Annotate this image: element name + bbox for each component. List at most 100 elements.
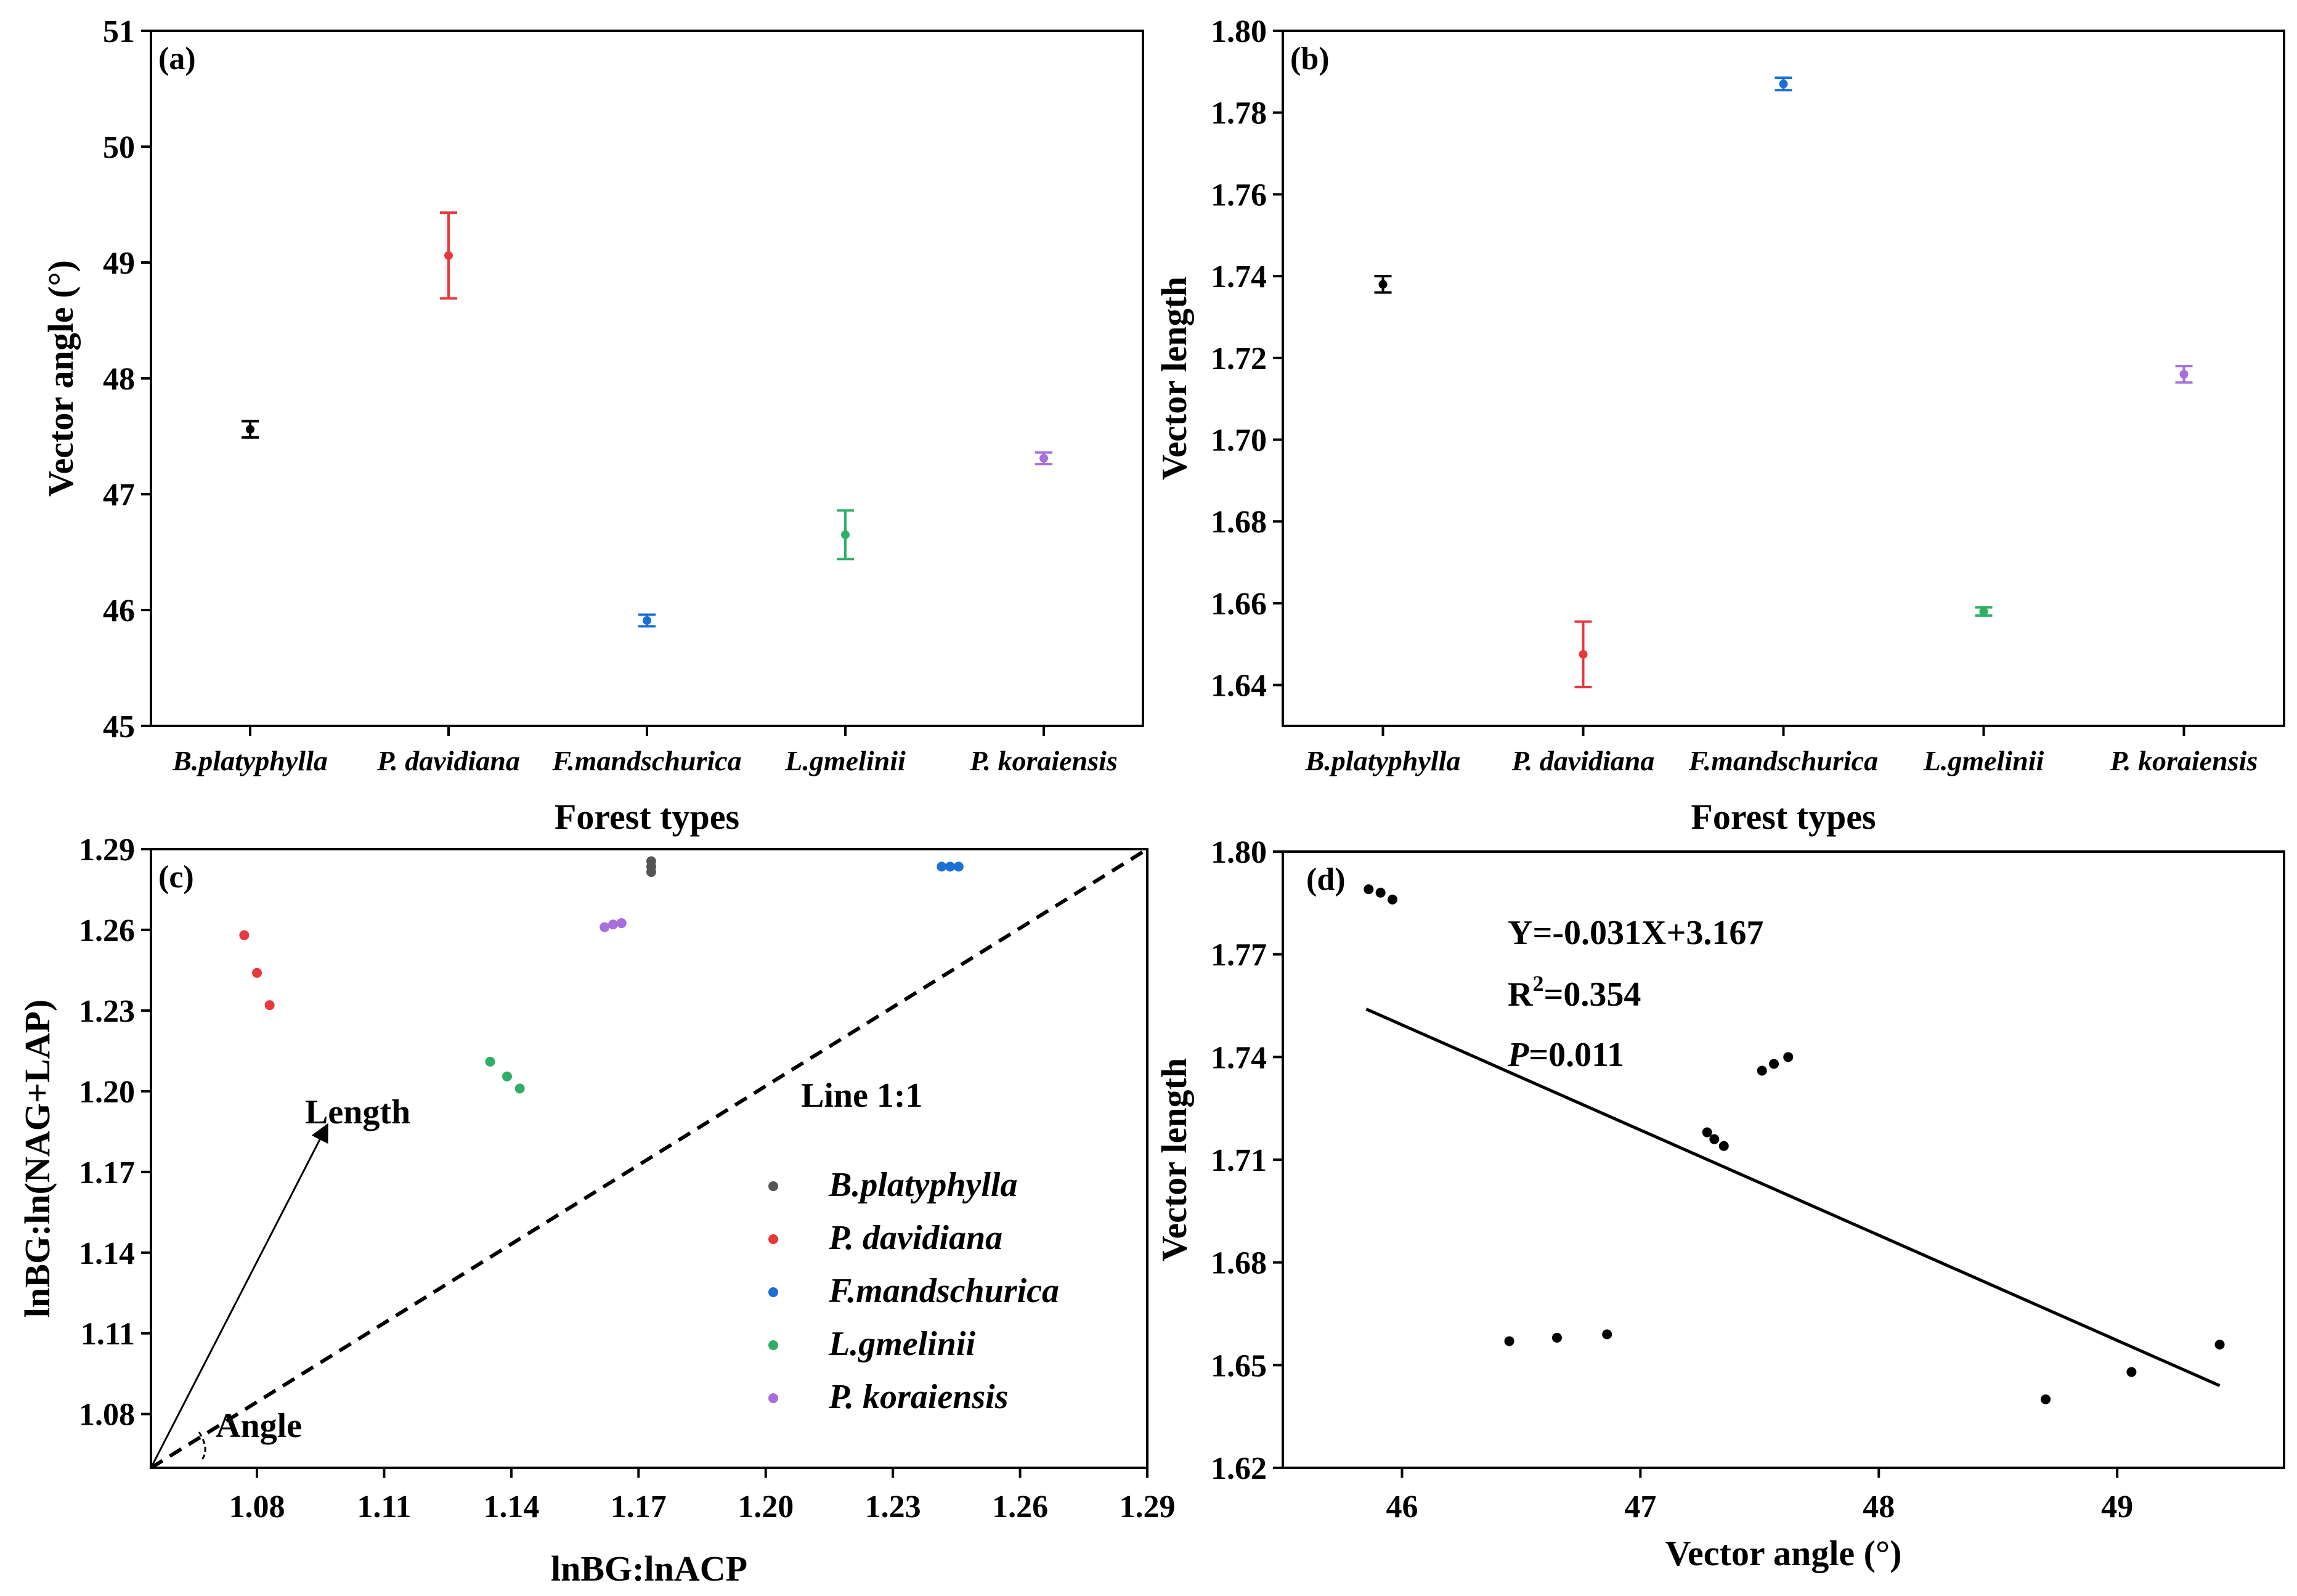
data-point: [1757, 1065, 1767, 1076]
x-axis-label: lnBG:lnACP: [551, 1549, 747, 1589]
plot-frame: [1282, 30, 2285, 727]
data-point: [1039, 454, 1048, 463]
y-tick-label: 1.68: [1211, 505, 1267, 540]
data-point: [1504, 1336, 1514, 1346]
data-point: [646, 867, 656, 877]
angle-arc: [198, 1431, 206, 1461]
x-tick-label: P. koraiensis: [2110, 745, 2258, 776]
data-point: [1387, 894, 1397, 905]
plot-frame: [150, 848, 1148, 1469]
x-tick-label: 47: [1624, 1489, 1656, 1525]
y-tick-label: 1.20: [79, 1075, 135, 1110]
data-point: [608, 919, 619, 930]
legend-marker: [768, 1181, 778, 1191]
x-tick-label: 1.08: [229, 1489, 285, 1525]
data-point: [252, 967, 262, 978]
data-point: [1783, 1052, 1794, 1062]
data-point: [485, 1056, 495, 1067]
legend-marker: [768, 1393, 778, 1403]
x-axis-label: Forest types: [1691, 797, 1876, 837]
y-tick-label: 1.74: [1211, 259, 1267, 295]
legend-entry: L.gmelinii: [828, 1325, 975, 1363]
y-tick-label: 49: [103, 246, 135, 281]
y-tick-label: 1.80: [1211, 14, 1267, 49]
x-tick-label: B.platyphylla: [172, 745, 328, 776]
panel-b: 1.64 1.66 1.68 1.70 1.72 1.74 1.76 1.78 1.80 B.pl…: [1154, 14, 2285, 837]
y-tick-label: 1.29: [79, 833, 135, 868]
x-tick-label: L.gmelinii: [1923, 745, 2044, 776]
data-point: [2214, 1340, 2225, 1350]
y-tick-label: 46: [103, 593, 135, 629]
y-tick-label: 1.11: [81, 1317, 135, 1352]
data-point: [1709, 1134, 1720, 1144]
one-to-one-line: [150, 847, 1148, 1470]
data-point: [1364, 884, 1374, 895]
legend-entry: P. koraiensis: [828, 1378, 1008, 1416]
length-arrow: [150, 1123, 328, 1468]
data-point: [1378, 280, 1388, 289]
x-tick-label: F.mandschurica: [1688, 745, 1878, 776]
data-point: [1979, 607, 1988, 616]
x-tick-label: 1.11: [357, 1489, 411, 1525]
data-point: [502, 1071, 512, 1081]
legend-entry: P. davidiana: [828, 1219, 1002, 1257]
y-tick-label: 1.76: [1211, 177, 1267, 213]
legend-marker: [768, 1287, 778, 1297]
y-tick-label: 51: [103, 14, 135, 49]
data-point: [937, 861, 947, 872]
data-point: [953, 861, 964, 872]
panel-d: 1.62 1.65 1.68 1.71 1.74 1.77 1.80 46 47 48 49 Y=-0…: [1154, 835, 2285, 1573]
p-value-number: =0.011: [1529, 1036, 1624, 1074]
y-axis-label: lnBG:ln(NAG+LAP): [17, 1000, 57, 1317]
data-point: [1579, 649, 1588, 659]
data-point: [264, 1000, 275, 1011]
x-tick-label: 1.14: [483, 1489, 539, 1525]
x-tick-label: 1.29: [1120, 1489, 1176, 1525]
y-tick-label: 1.78: [1211, 96, 1267, 131]
legend-marker: [768, 1234, 778, 1244]
legend-marker: [768, 1340, 778, 1350]
x-tick-label: L.gmelinii: [784, 745, 906, 776]
x-tick-label: B.platyphylla: [1305, 745, 1461, 776]
angle-label: Angle: [216, 1407, 302, 1445]
r-squared-superscript: 2: [1532, 971, 1543, 996]
x-tick-label: 1.23: [865, 1489, 921, 1525]
data-point: [1602, 1329, 1612, 1340]
data-point: [246, 425, 254, 434]
data-point: [2179, 370, 2189, 379]
y-tick-label: 1.26: [79, 913, 135, 948]
y-tick-label: 1.08: [79, 1398, 135, 1433]
x-tick-label: 46: [1386, 1489, 1418, 1525]
y-tick-label: 1.17: [79, 1155, 135, 1191]
y-axis-label: Vector angle (°): [41, 260, 81, 497]
p-value: P=0.011: [1507, 1036, 1624, 1074]
y-tick-label: 1.62: [1211, 1451, 1267, 1486]
x-tick-label: P. koraiensis: [969, 745, 1117, 776]
x-tick-label: 1.26: [992, 1489, 1048, 1525]
x-axis-label: Forest types: [555, 797, 739, 837]
y-tick-label: 1.65: [1211, 1348, 1267, 1383]
regression-equation: Y=-0.031X+3.167: [1508, 914, 1763, 952]
legend-entry: F.mandschurica: [828, 1272, 1059, 1310]
x-tick-label: F.mandschurica: [551, 745, 741, 776]
y-axis-label: Vector length: [1154, 277, 1194, 480]
y-tick-label: 47: [103, 478, 135, 513]
y-axis-label: Vector length: [1154, 1058, 1194, 1261]
panel-label: (a): [158, 41, 196, 76]
data-point: [1718, 1141, 1729, 1151]
y-tick-label: 1.66: [1211, 587, 1267, 622]
data-point: [1375, 887, 1386, 898]
y-tick-label: 1.70: [1211, 423, 1267, 458]
panel-label: (b): [1290, 41, 1330, 76]
r-squared-symbol: R: [1508, 975, 1533, 1014]
y-tick-label: 1.71: [1211, 1143, 1267, 1178]
p-value-symbol: P: [1507, 1036, 1529, 1074]
x-tick-label: 49: [2101, 1489, 2133, 1525]
data-point: [616, 918, 627, 929]
y-tick-label: 1.80: [1211, 835, 1267, 870]
panel-c: 1.08 1.11 1.14 1.17 1.20 1.23 1.26 1.29 1.08 1.11…: [17, 833, 1176, 1589]
data-point: [1551, 1332, 1562, 1343]
y-tick-label: 1.74: [1211, 1040, 1267, 1075]
panel-label: (c): [158, 860, 194, 895]
